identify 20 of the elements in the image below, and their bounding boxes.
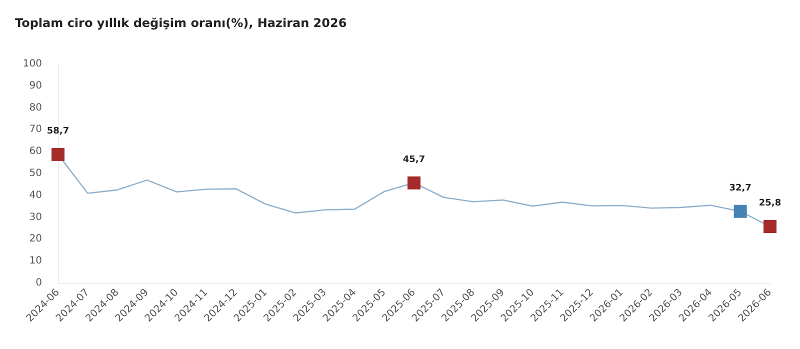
y-tick-label: 10 [29, 256, 42, 267]
point [764, 220, 776, 233]
y-tick-label: 90 [29, 80, 42, 92]
y-tick-label: 60 [29, 146, 42, 158]
point [734, 204, 747, 218]
y-tick-label: 80 [29, 102, 42, 114]
point [52, 148, 64, 161]
y-tick-label: 40 [29, 190, 42, 201]
data-label: 45,7 [402, 154, 426, 165]
y-tick-label: 50 [29, 168, 42, 179]
y-tick-label: 70 [29, 124, 42, 136]
data-label: 32,7 [729, 183, 752, 194]
data-label: 58,7 [46, 126, 70, 136]
point [408, 176, 420, 190]
data-label: 25,8 [758, 198, 782, 208]
y-tick-label: 0 [36, 278, 42, 288]
y-tick-label: 30 [29, 212, 42, 223]
chart-title: Toplam ciro yıllık değişim oranı(%), Haziran 2026 [15, 16, 347, 30]
y-tick-label: 100 [22, 58, 42, 70]
y-tick-label: 20 [29, 234, 42, 245]
